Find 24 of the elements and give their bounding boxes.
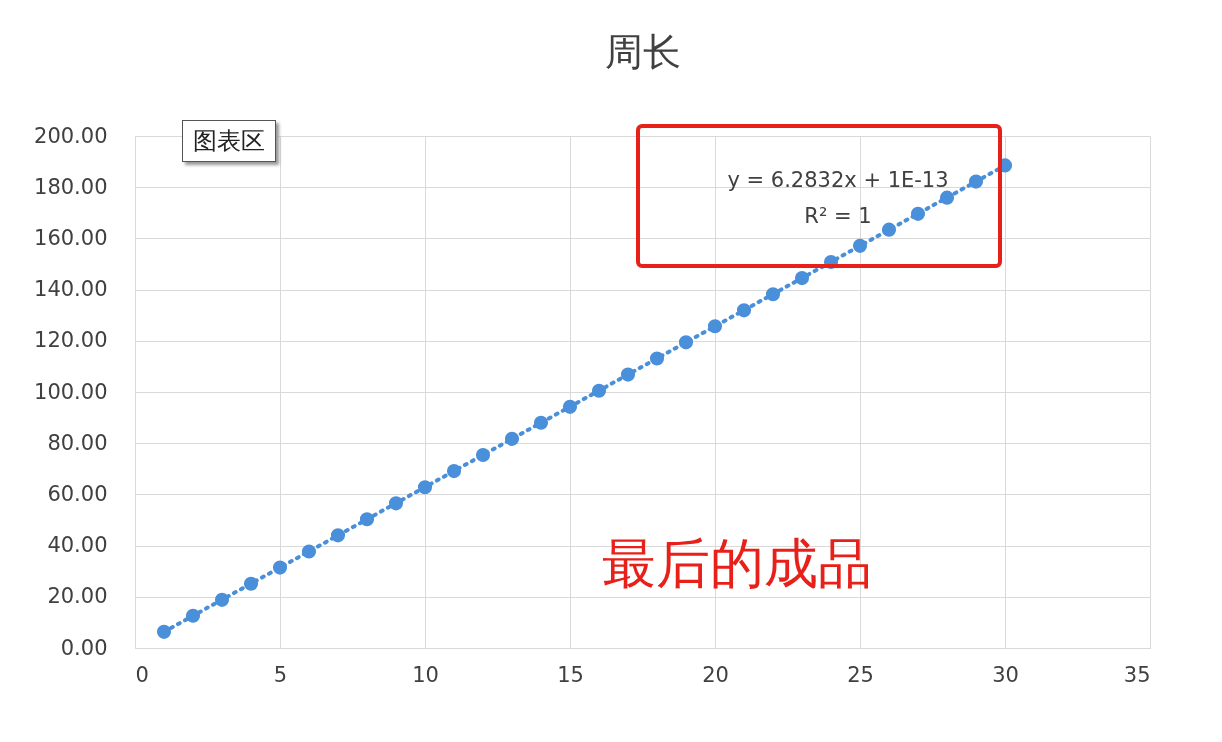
x-tick-label: 35	[1123, 662, 1151, 687]
y-tick-label: 40.00	[47, 533, 108, 558]
x-tick-label: 20	[702, 662, 729, 687]
x-tick-label: 30	[992, 662, 1019, 687]
y-tick-label: 120.00	[34, 328, 108, 353]
annotation: 最后的成品	[602, 532, 872, 595]
x-tick-label: 25	[847, 662, 874, 687]
x-tick-label: 15	[557, 662, 584, 687]
y-tick-label: 200.00	[34, 123, 108, 148]
y-tick-label: 20.00	[47, 584, 108, 609]
annotation: y = 6.2832x + 1E-13	[727, 168, 949, 192]
y-tick-label: 180.00	[34, 174, 108, 199]
annotation: R² = 1	[804, 204, 872, 228]
x-tick-label: 10	[412, 662, 439, 687]
y-tick-label: 0.00	[60, 635, 108, 660]
y-tick-label: 100.00	[34, 379, 108, 404]
y-tick-label: 60.00	[47, 481, 108, 506]
y-tick-label: 160.00	[34, 225, 108, 250]
annotation: 图表区	[182, 120, 276, 162]
y-tick-label: 140.00	[34, 277, 108, 302]
y-tick-label: 80.00	[47, 430, 108, 455]
chart-title: 周长	[604, 30, 681, 74]
x-tick-label: 5	[273, 662, 288, 687]
x-tick-label: 0	[135, 662, 149, 687]
